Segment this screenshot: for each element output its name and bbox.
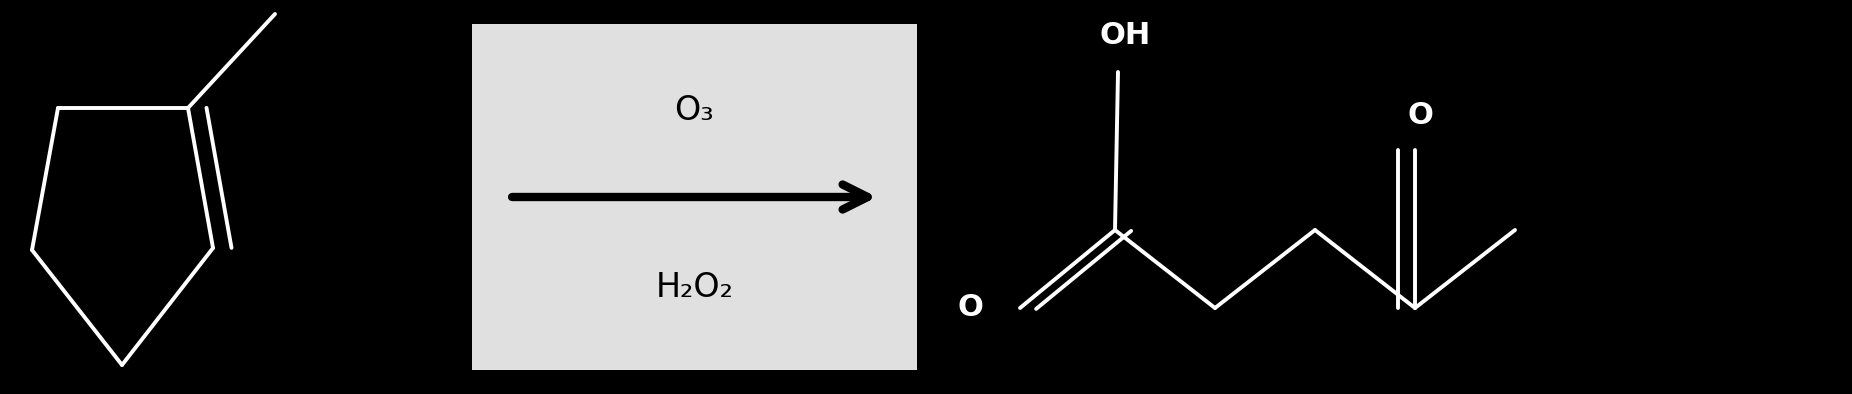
Text: O₃: O₃ <box>674 94 715 127</box>
Text: O: O <box>1408 101 1433 130</box>
Text: O: O <box>957 294 983 323</box>
Text: OH: OH <box>1100 21 1152 50</box>
Text: H₂O₂: H₂O₂ <box>656 271 733 304</box>
Bar <box>472 24 917 370</box>
